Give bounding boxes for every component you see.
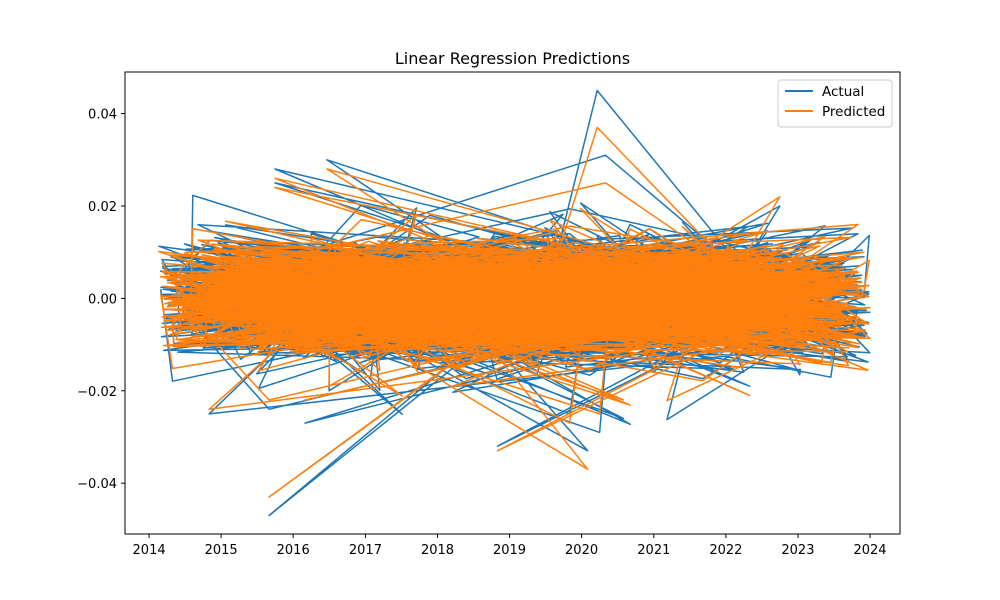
- x-tick-label: 2024: [853, 543, 886, 558]
- x-tick-label: 2019: [493, 543, 526, 558]
- legend: Actual Predicted: [777, 79, 893, 128]
- y-tick-label: 0.02: [88, 200, 117, 215]
- x-tick-label: 2017: [349, 543, 382, 558]
- legend-label-predicted: Predicted: [822, 104, 885, 120]
- x-tick-label: 2014: [133, 543, 166, 558]
- plot-area: [124, 71, 901, 535]
- series-layer: [158, 89, 871, 517]
- x-tick-label: 2021: [637, 543, 670, 558]
- series-line-predicted: [158, 126, 871, 498]
- y-tick-label: −0.02: [77, 385, 117, 400]
- y-axis: −0.04 −0.02 0.00 0.02 0.04: [77, 108, 125, 492]
- x-tick-label: 2023: [781, 543, 814, 558]
- x-axis: 2014 2015 2016 2017 2018 2019 2020 2021 2022 2023…: [133, 534, 887, 558]
- x-tick-label: 2020: [565, 543, 598, 558]
- legend-label-actual: Actual: [822, 84, 864, 100]
- y-tick-label: 0.04: [88, 108, 117, 123]
- chart-title: Linear Regression Predictions: [395, 49, 630, 68]
- x-tick-label: 2022: [709, 543, 742, 558]
- x-tick-label: 2016: [277, 543, 310, 558]
- y-tick-label: 0.00: [88, 292, 117, 307]
- y-tick-label: −0.04: [77, 477, 117, 492]
- axes-frame: [124, 71, 901, 535]
- x-tick-label: 2018: [421, 543, 454, 558]
- x-tick-label: 2015: [205, 543, 238, 558]
